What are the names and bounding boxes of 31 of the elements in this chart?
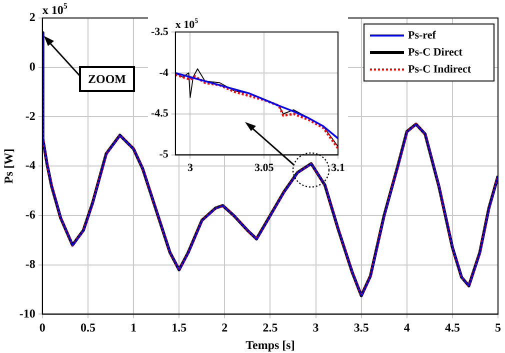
- legend-label: Ps-C Indirect: [408, 63, 472, 76]
- x-tick-label: 4.5: [444, 320, 460, 334]
- x-tick-label: 1: [130, 320, 137, 334]
- annotation: ZOOM: [88, 72, 126, 86]
- x-tick-label: 2: [222, 320, 228, 334]
- x-tick-label: 3.1: [331, 162, 345, 174]
- x-axis-title: Temps [s]: [246, 338, 295, 352]
- y-tick-label: -2: [25, 108, 36, 123]
- y-tick-label: -5: [159, 148, 169, 161]
- y-tick-label: -3.5: [150, 26, 169, 38]
- y-tick-label: -4.5: [150, 108, 169, 120]
- y-tick-label: -4: [159, 66, 169, 79]
- y-tick-label: -10: [19, 306, 36, 320]
- y-tick-label: 2: [29, 10, 36, 24]
- x-tick-label: 0.5: [80, 320, 96, 334]
- x-tick-label: 3.05: [254, 162, 274, 174]
- y-tick-label: -6: [25, 208, 36, 222]
- x-tick-label: 2.5: [262, 320, 278, 334]
- x-tick-label: 0: [39, 320, 46, 334]
- x-tick-label: 4: [404, 320, 410, 334]
- y-tick-label: 0: [29, 59, 36, 74]
- y-axis-title: Ps [W]: [1, 148, 16, 184]
- x-tick-label: 3: [312, 320, 319, 334]
- x-tick-label: 5: [495, 320, 501, 334]
- x-tick-label: 3: [187, 162, 194, 174]
- x-tick-label: 1.5: [172, 320, 187, 334]
- y-tick-label: -8: [25, 256, 36, 271]
- legend-label: Ps-C Direct: [408, 46, 463, 58]
- y-tick-label: -4: [25, 158, 36, 172]
- legend-label: Ps-ref: [408, 29, 436, 42]
- x-tick-label: 3.5: [354, 320, 369, 334]
